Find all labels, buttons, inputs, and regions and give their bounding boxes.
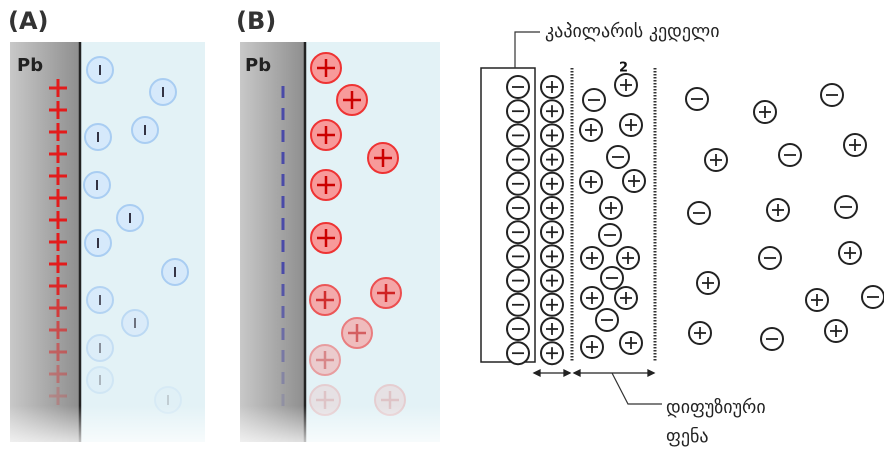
leader-line bbox=[612, 373, 662, 404]
ion bbox=[615, 74, 637, 96]
ion bbox=[541, 124, 563, 146]
ion bbox=[117, 205, 143, 231]
ion bbox=[583, 89, 605, 111]
ion bbox=[87, 57, 113, 83]
ion bbox=[825, 320, 847, 342]
ion bbox=[85, 230, 111, 256]
ion bbox=[821, 84, 843, 106]
ion bbox=[581, 287, 603, 309]
ion bbox=[839, 242, 861, 264]
ion bbox=[862, 286, 884, 308]
ion bbox=[581, 247, 603, 269]
ion bbox=[689, 322, 711, 344]
ion bbox=[844, 134, 866, 156]
ion bbox=[580, 171, 602, 193]
ion bbox=[541, 197, 563, 219]
ion bbox=[541, 149, 563, 171]
ion bbox=[162, 259, 188, 285]
panel-c: კაპილარის კედელი 2 დიფუზიური ფენა bbox=[481, 21, 884, 447]
ion bbox=[507, 294, 529, 316]
ion bbox=[541, 221, 563, 243]
panel-label: (B) bbox=[236, 7, 276, 35]
ion bbox=[835, 196, 857, 218]
ion bbox=[607, 146, 629, 168]
ion bbox=[311, 120, 341, 150]
ion bbox=[615, 287, 637, 309]
ion bbox=[337, 85, 367, 115]
leader-line bbox=[515, 32, 540, 68]
fade bbox=[0, 300, 460, 451]
ion bbox=[311, 170, 341, 200]
ion bbox=[617, 247, 639, 269]
ion bbox=[84, 172, 110, 198]
ion bbox=[761, 328, 783, 350]
ion bbox=[688, 202, 710, 224]
ion bbox=[541, 100, 563, 122]
ion bbox=[311, 53, 341, 83]
ion bbox=[620, 332, 642, 354]
ion bbox=[507, 124, 529, 146]
ion bbox=[601, 267, 623, 289]
diffuse-label: ფენა bbox=[666, 426, 709, 447]
ions bbox=[507, 74, 884, 364]
ion bbox=[507, 342, 529, 364]
ion bbox=[705, 149, 727, 171]
ion bbox=[541, 318, 563, 340]
ion bbox=[620, 114, 642, 136]
ion bbox=[507, 221, 529, 243]
ion bbox=[806, 289, 828, 311]
ion bbox=[541, 173, 563, 195]
ion bbox=[779, 144, 801, 166]
ion bbox=[759, 247, 781, 269]
ion bbox=[697, 272, 719, 294]
diffuse-label: დიფუზიური bbox=[666, 397, 766, 418]
ion bbox=[132, 117, 158, 143]
ion bbox=[150, 79, 176, 105]
ion bbox=[623, 170, 645, 192]
ion bbox=[507, 245, 529, 267]
ion bbox=[311, 223, 341, 253]
ion bbox=[507, 270, 529, 292]
ion bbox=[600, 197, 622, 219]
ion bbox=[541, 76, 563, 98]
diagram: (A) Pb (B) Pb კაპილარის კედელი 2 დიფუზიუ… bbox=[0, 0, 884, 451]
ion bbox=[686, 88, 708, 110]
arrows bbox=[534, 370, 654, 376]
ion bbox=[507, 197, 529, 219]
ion bbox=[85, 124, 111, 150]
panel-label: (A) bbox=[8, 7, 49, 35]
ion bbox=[507, 318, 529, 340]
ion bbox=[599, 224, 621, 246]
ion bbox=[368, 143, 398, 173]
ion bbox=[541, 294, 563, 316]
ion bbox=[541, 342, 563, 364]
ion bbox=[507, 100, 529, 122]
ion bbox=[754, 101, 776, 123]
ion bbox=[507, 149, 529, 171]
electrode-label: Pb bbox=[17, 55, 43, 76]
ion bbox=[596, 309, 618, 331]
ion bbox=[541, 245, 563, 267]
ion bbox=[581, 336, 603, 358]
ion bbox=[507, 173, 529, 195]
electrode-label: Pb bbox=[245, 55, 271, 76]
ion bbox=[767, 199, 789, 221]
ion bbox=[580, 119, 602, 141]
ion bbox=[541, 270, 563, 292]
ion bbox=[507, 76, 529, 98]
wall-label: კაპილარის კედელი bbox=[545, 21, 720, 42]
